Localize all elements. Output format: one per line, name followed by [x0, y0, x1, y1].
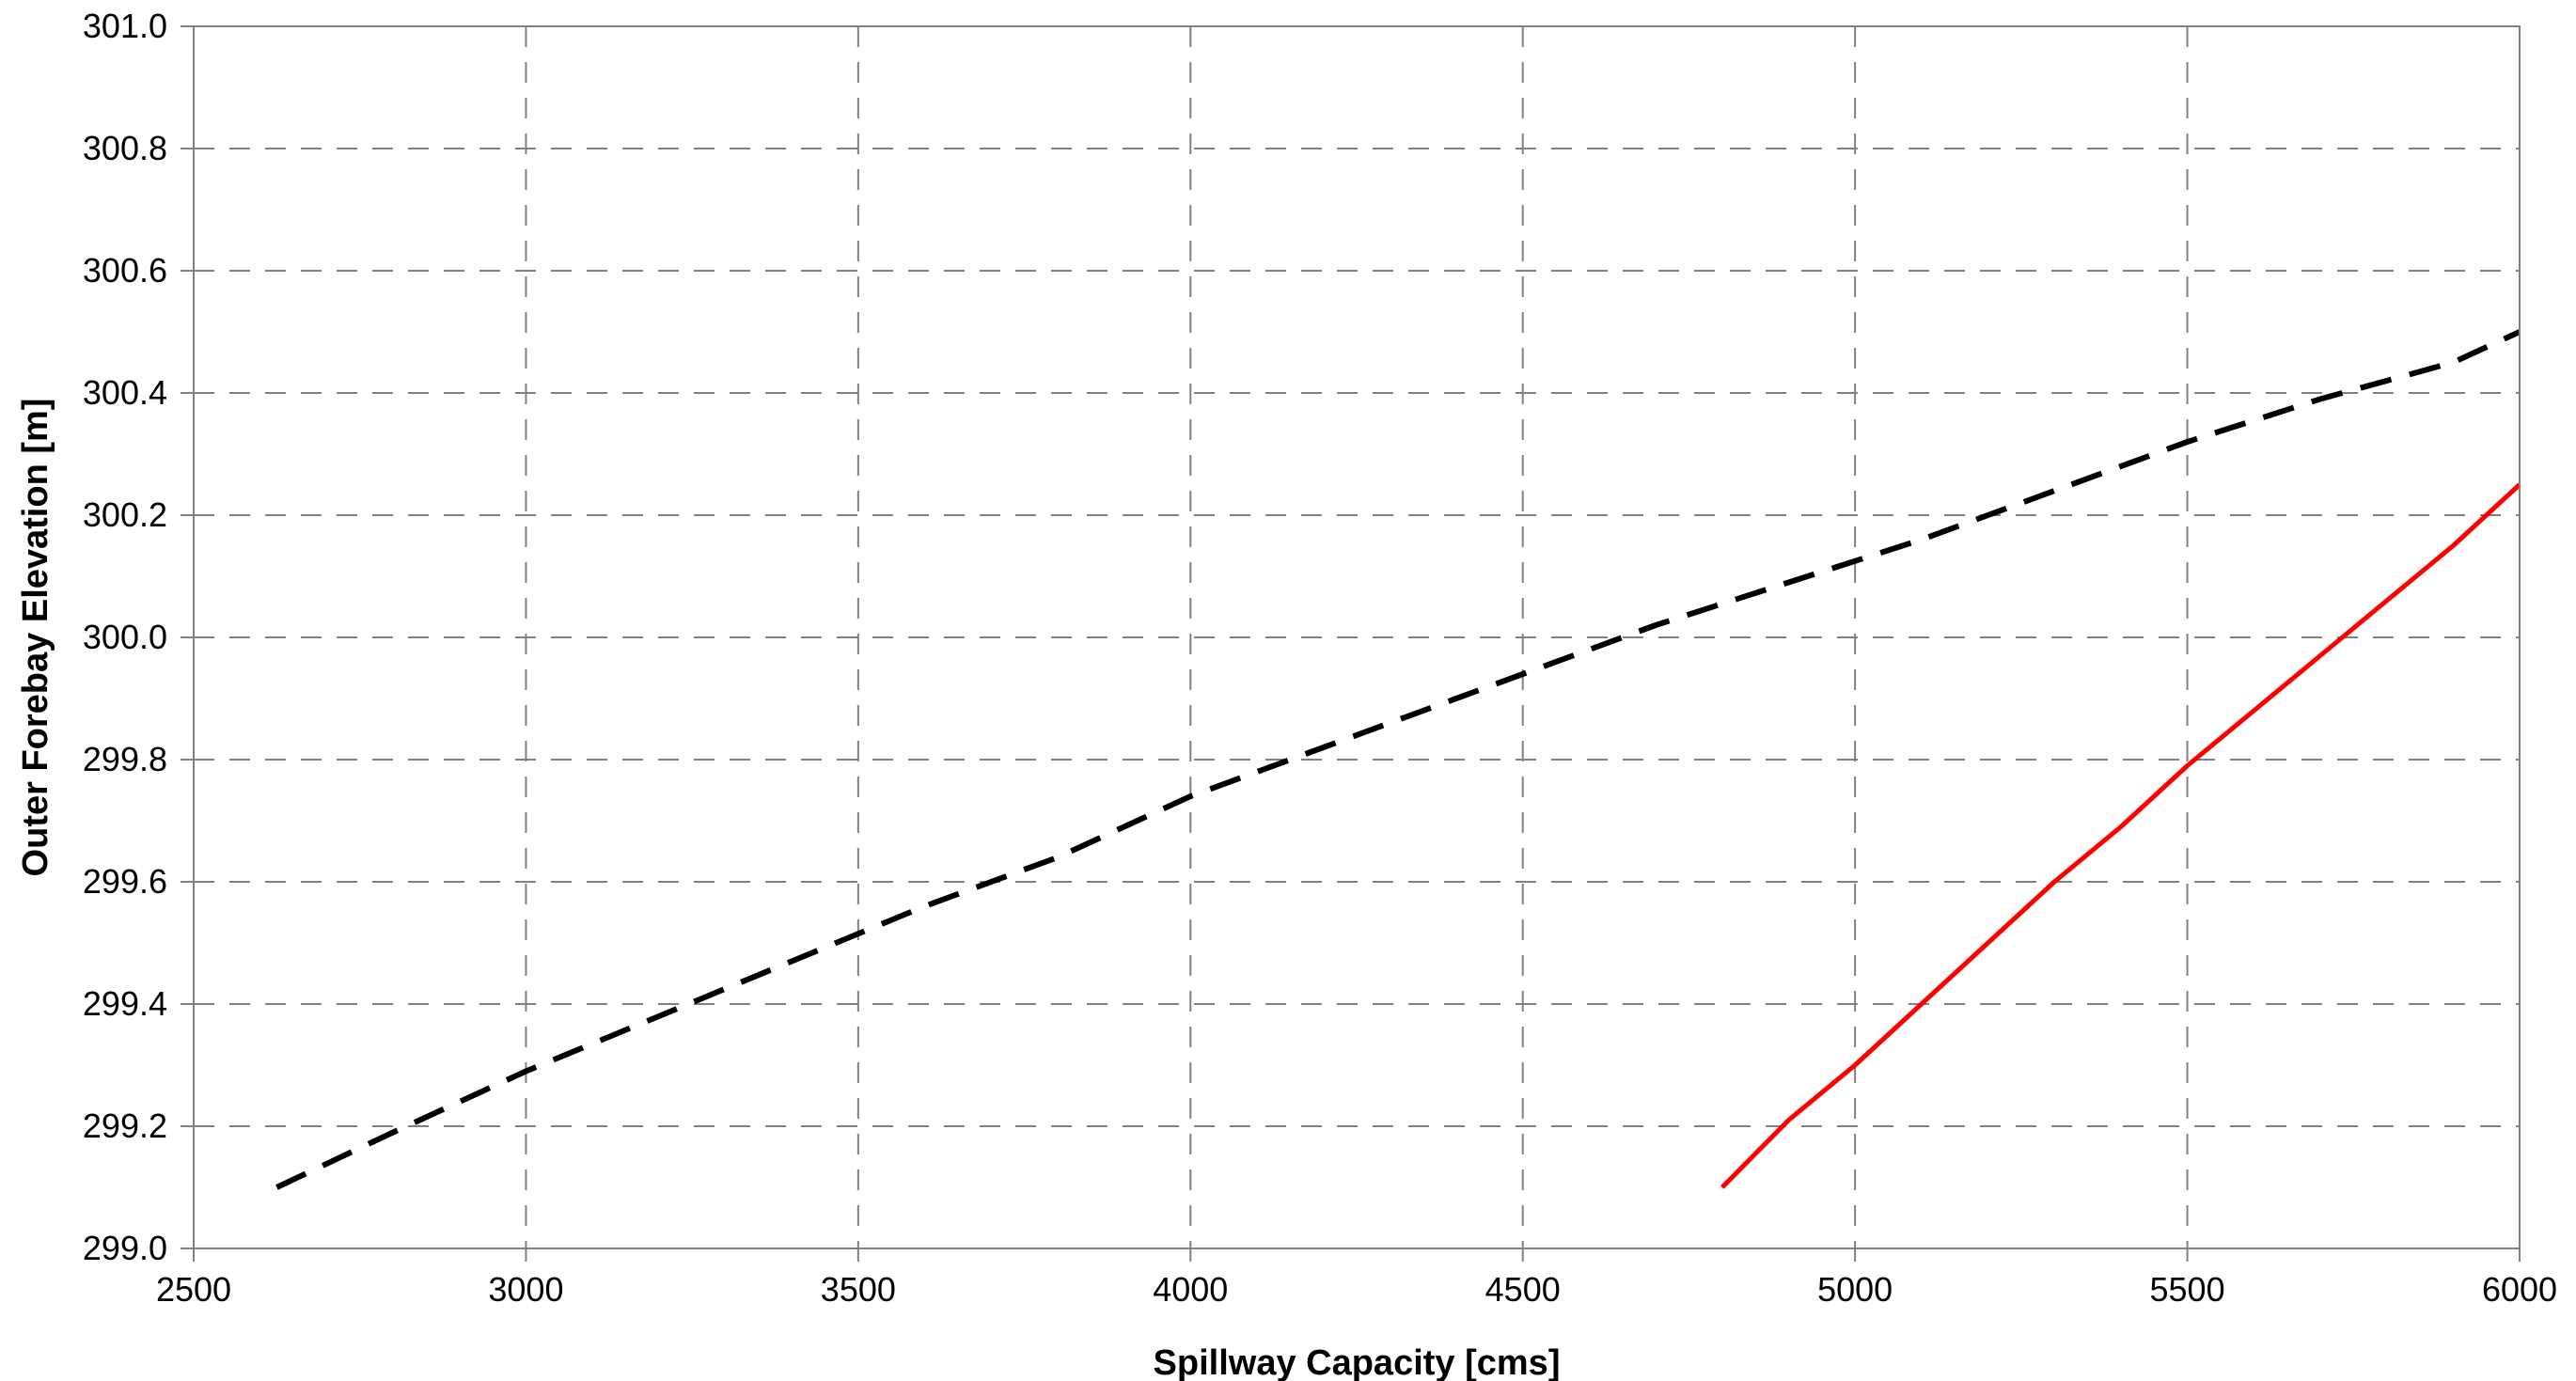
y-tick-label: 301.0 [83, 7, 167, 45]
grid-lines [194, 26, 2520, 1248]
y-tick-label: 299.8 [83, 740, 167, 778]
x-tick-label: 5000 [1817, 1270, 1893, 1309]
y-tick-label: 300.2 [83, 495, 167, 534]
y-tick-label: 300.4 [83, 373, 167, 412]
series-line-1 [275, 329, 2521, 1190]
series-line-2 [1720, 482, 2521, 1189]
x-tick-label: 3000 [488, 1270, 563, 1309]
x-axis-ticks: 2500 3000 3500 4000 4500 5000 5500 6000 [156, 1248, 2557, 1309]
y-tick-label: 300.0 [83, 618, 167, 656]
x-tick-label: 4500 [1485, 1270, 1561, 1309]
x-tick-label: 5500 [2150, 1270, 2225, 1309]
y-axis-title: Outer Forebay Elevation [m] [16, 399, 55, 877]
x-tick-label: 4000 [1153, 1270, 1228, 1309]
y-tick-label: 299.0 [83, 1229, 167, 1267]
x-tick-label: 6000 [2482, 1270, 2557, 1309]
y-tick-label: 299.2 [83, 1106, 167, 1145]
y-tick-label: 300.8 [83, 129, 167, 167]
x-axis-title: Spillway Capacity [cms] [1154, 1343, 1561, 1381]
y-tick-label: 300.6 [83, 251, 167, 290]
y-tick-label: 299.4 [83, 984, 167, 1023]
x-tick-label: 2500 [156, 1270, 231, 1309]
y-tick-label: 299.6 [83, 862, 167, 901]
x-tick-label: 3500 [821, 1270, 896, 1309]
y-axis-ticks: 299.0 299.2 299.4 299.6 299.8 300.0 300.2 300.4… [83, 7, 194, 1267]
series-lines [275, 329, 2521, 1190]
